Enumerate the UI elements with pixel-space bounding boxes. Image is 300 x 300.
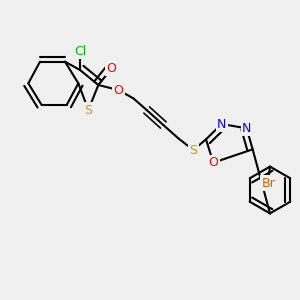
- Text: N: N: [217, 118, 226, 130]
- Text: N: N: [242, 122, 251, 135]
- Text: O: O: [113, 83, 123, 97]
- Text: Cl: Cl: [74, 45, 86, 58]
- Text: O: O: [107, 62, 117, 75]
- Text: S: S: [84, 103, 92, 116]
- Text: O: O: [208, 156, 218, 169]
- Text: Br: Br: [262, 177, 275, 190]
- Text: S: S: [189, 143, 197, 157]
